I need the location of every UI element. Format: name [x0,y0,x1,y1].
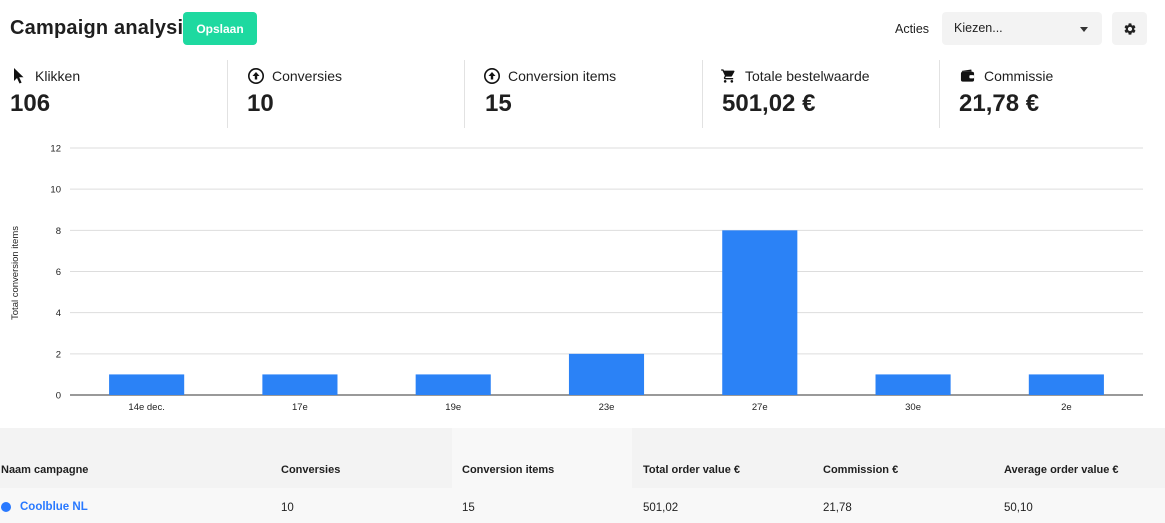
y-tick-label: 12 [50,144,61,155]
bar-layer [109,230,1104,395]
actions-label: Acties [895,22,930,36]
stat-value: 501,02 € [722,90,816,117]
bar[interactable] [568,353,645,395]
stat-total-order-value: Totale bestelwaarde 501,02 € [702,60,939,128]
chevron-down-icon [1080,27,1088,32]
upload-circle-icon [247,67,264,84]
stat-conversion-items: Conversion items 15 [464,60,702,128]
sorted-column-band [452,428,632,488]
cell-total-order-value: 501,02 [643,502,679,514]
y-tick-label: 4 [56,308,61,319]
cell-conversions: 10 [281,502,294,514]
y-axis-title: Total conversion items [10,226,21,320]
upload-circle-icon [483,67,500,84]
divider [939,60,940,128]
column-header-campaign[interactable]: Naam campagne [1,464,89,476]
campaign-table: Naam campagne Conversies Conversion item… [0,428,1165,523]
divider [464,60,465,128]
campaign-link[interactable]: Coolblue NL [1,501,88,513]
page-title: Campaign analysis [10,17,195,39]
x-tick-label: 17e [292,402,308,413]
bar-chart: Total conversion items 0 2 4 6 8 10 12 14e dec.… [10,144,1143,414]
cell-commission: 21,78 [823,502,852,514]
settings-button[interactable] [1112,12,1147,45]
wallet-icon [959,67,976,84]
stat-value: 106 [10,90,51,117]
x-tick-label: 19e [445,402,461,413]
y-tick-label: 2 [56,349,61,360]
cart-icon [720,67,737,84]
stat-label: Klikken [35,67,81,84]
series-dot-icon [1,502,11,512]
stat-value: 10 [247,90,274,117]
cell-conversion-items: 15 [462,502,475,514]
column-header-average-order-value[interactable]: Average order value € [1004,464,1119,476]
stat-label: Commissie [984,67,1054,84]
column-header-total-order-value[interactable]: Total order value € [643,464,740,476]
y-tick-label: 0 [56,391,61,402]
cursor-icon [10,67,27,84]
stat-label: Conversion items [508,67,617,84]
stat-conversions: Conversies 10 [227,60,464,128]
table-row: Coolblue NL 10 15 501,02 21,78 50,10 [0,488,1165,523]
kpi-stats: Klikken 106 Conversies 10 Conversion ite… [0,60,1165,128]
bar[interactable] [1028,374,1104,395]
save-button[interactable]: Opslaan [183,12,257,45]
stat-label: Totale bestelwaarde [745,67,870,84]
divider [702,60,703,128]
bar[interactable] [722,230,798,395]
x-tick-label: 2e [1061,402,1072,413]
column-header-conversion-items[interactable]: Conversion items [462,464,555,476]
stat-label: Conversies [272,67,343,84]
bar[interactable] [875,374,951,395]
grid-layer [70,147,1143,396]
bar[interactable] [262,374,338,395]
bar[interactable] [109,374,185,395]
stat-value: 21,78 € [959,90,1040,117]
x-tick-label: 30e [905,402,921,413]
header: Campaign analysis Opslaan Acties Kiezen.… [0,0,1165,56]
divider [227,60,228,128]
column-header-commission[interactable]: Commission € [823,464,899,476]
cell-average-order-value: 50,10 [1004,502,1033,514]
y-tick-label: 8 [56,226,61,237]
bar[interactable] [415,374,491,395]
x-tick-label: 27e [752,402,768,413]
table-header: Naam campagne Conversies Conversion item… [0,428,1165,488]
conversion-items-chart: Total conversion items 0 2 4 6 8 10 12 14e dec.… [0,135,1165,425]
actions-select-value: Kiezen... [954,21,1003,35]
stat-commission: Commissie 21,78 € [939,60,1165,128]
stat-value: 15 [485,90,512,117]
actions-select[interactable]: Kiezen... [942,12,1102,45]
column-header-conversions[interactable]: Conversies [281,464,341,476]
stat-clicks: Klikken 106 [0,60,227,128]
y-tick-label: 6 [56,267,61,278]
gear-icon [1124,22,1135,35]
y-tick-label: 10 [50,185,61,196]
x-tick-label: 23e [599,402,615,413]
x-tick-label: 14e dec. [128,402,164,413]
campaign-name: Coolblue NL [20,501,88,513]
label-layer: 0 2 4 6 8 10 12 14e dec. 17e 19e 23e 27e 30e 2e [50,144,1071,414]
